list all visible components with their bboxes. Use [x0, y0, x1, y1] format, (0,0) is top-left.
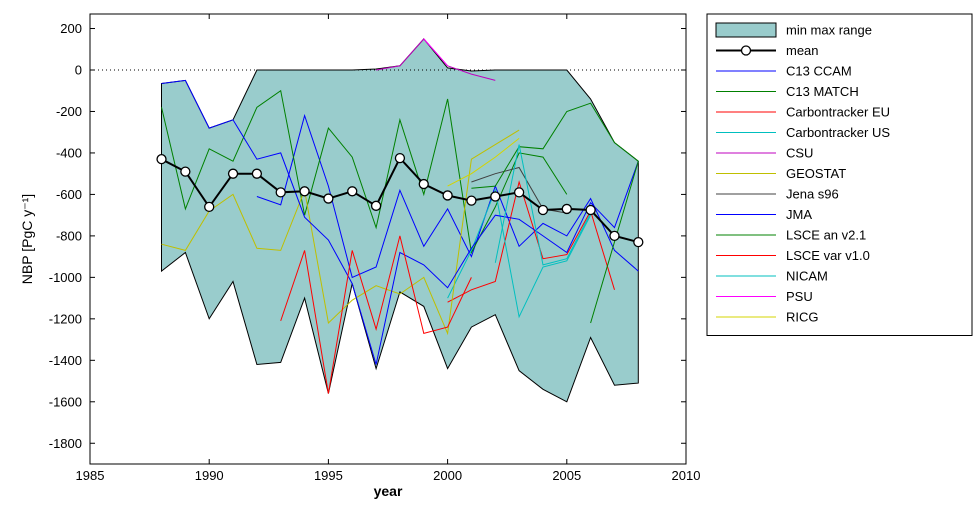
legend-swatch-min-max-range	[715, 22, 777, 38]
mean-point	[585, 204, 596, 216]
x-axis-label: year	[374, 483, 403, 499]
mean-point	[299, 186, 310, 197]
y-tick-label: -1000	[49, 270, 82, 285]
legend-label-c13-match: C13 MATCH	[786, 84, 859, 99]
series-line-lsce-an-v2-1	[471, 102, 639, 324]
legend-label-geostat: GEOSTAT	[786, 166, 846, 181]
series-line-c13-ccam	[256, 113, 639, 279]
mean-point	[227, 168, 239, 179]
mean-point	[561, 203, 572, 215]
x-tick-label: 1995	[314, 468, 343, 483]
y-tick-label: -800	[56, 228, 82, 243]
y-tick-label: 0	[75, 62, 82, 77]
legend: min max range mean C13 CCAM C13 MATCH Carbon…	[706, 13, 973, 336]
legend-label-carbontracker-eu: Carbontracker EU	[786, 105, 890, 120]
y-tick-label: -400	[56, 145, 82, 160]
legend-label-lsce-var-v1-0: LSCE var v1.0	[786, 248, 870, 263]
series-line-jma	[161, 79, 639, 365]
y-tick-label: -200	[56, 104, 82, 119]
mean-point	[418, 178, 429, 190]
series-line-carbontracker-us	[447, 188, 592, 319]
legend-label-min-max-range: min max range	[786, 23, 872, 38]
legend-label-carbontracker-us: Carbontracker US	[786, 125, 890, 140]
legend-label-nicam: NICAM	[786, 269, 828, 284]
mean-point	[394, 152, 406, 164]
mean-point	[513, 187, 525, 198]
y-tick-label: -1200	[49, 311, 82, 326]
legend-marker-mean	[740, 45, 752, 56]
mean-point	[180, 166, 191, 177]
y-tick-label: 200	[60, 21, 82, 36]
mean-point	[275, 187, 286, 198]
mean-point	[609, 230, 620, 242]
x-tick-label: 1985	[76, 468, 105, 483]
y-tick-label: -600	[56, 187, 82, 202]
mean-point	[323, 193, 334, 204]
mean-point	[442, 190, 453, 201]
y-tick-label: -1400	[49, 353, 82, 368]
mean-point	[633, 236, 644, 248]
series-line-nicam	[494, 144, 592, 266]
legend-label-psu: PSU	[786, 289, 813, 304]
plot-frame	[89, 13, 687, 465]
mean-point	[156, 154, 167, 165]
legend-label-mean: mean	[786, 43, 819, 58]
min-max-range-area	[161, 38, 639, 403]
mean-point	[490, 191, 501, 202]
legend-label-ricg: RICG	[786, 310, 819, 325]
x-tick-label: 2010	[672, 468, 701, 483]
mean-layer	[156, 152, 644, 248]
mean-point	[251, 168, 263, 179]
x-tick-label: 2000	[433, 468, 462, 483]
legend-label-lsce-an-v2-1: LSCE an v2.1	[786, 228, 866, 243]
legend-label-jma: JMA	[786, 207, 812, 222]
legend-label-jena-s96: Jena s96	[786, 187, 839, 202]
series-line-lsce-var-v1-0	[280, 235, 472, 394]
x-tick-label: 2005	[552, 468, 581, 483]
mean-point	[537, 204, 549, 216]
y-tick-label: -1600	[49, 394, 82, 409]
range-area-layer	[161, 38, 639, 403]
mean-point	[347, 186, 358, 197]
legend-label-csu: CSU	[786, 146, 813, 161]
series-line-carbontracker-eu	[447, 180, 615, 303]
mean-point	[204, 201, 215, 213]
series-line-psu	[423, 38, 448, 67]
series-line-ricg	[447, 138, 520, 187]
legend-label-c13-ccam: C13 CCAM	[786, 64, 852, 79]
mean-point	[466, 195, 477, 206]
mean-point	[370, 200, 382, 211]
x-tick-label: 1990	[195, 468, 224, 483]
series-line-geostat	[161, 129, 520, 336]
y-tick-label: -1800	[49, 436, 82, 451]
y-axis-label: NBP [PgC y⁻¹]	[19, 194, 35, 284]
axes-layer: 1985 1990 1995 2000 2005 20102000-200-400-600…	[49, 14, 701, 483]
legend-box	[706, 13, 973, 336]
